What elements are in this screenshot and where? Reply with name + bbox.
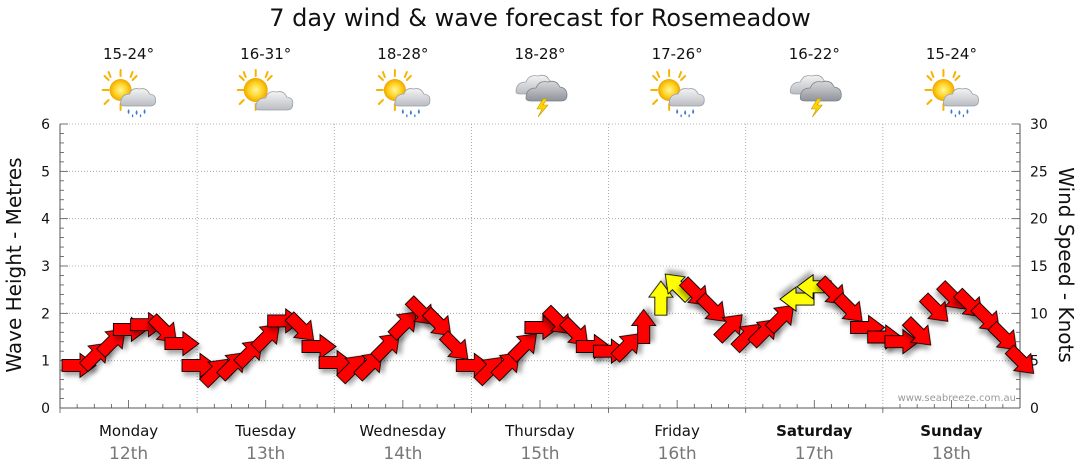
day-date-label: 12th <box>109 444 148 464</box>
day-date-label: 14th <box>383 444 422 464</box>
wind-arrow <box>833 292 863 322</box>
right-tick-label: 30 <box>1030 117 1048 133</box>
weather-icons: 15-24° 16-31° 18-28° 18-28° 17-26° 16-22° 15-2… <box>101 45 980 118</box>
wind-arrow <box>250 323 280 354</box>
temperature-label: 16-22° <box>789 45 840 63</box>
temperature-label: 18-28° <box>514 45 565 63</box>
right-tick-label: 25 <box>1030 164 1048 180</box>
left-tick-label: 1 <box>41 354 50 370</box>
left-tick-label: 6 <box>41 117 50 133</box>
wind-arrow <box>438 330 469 360</box>
sun-cloud-rain-icon <box>375 69 431 118</box>
day-date-label: 17th <box>795 444 834 464</box>
wind-arrow <box>713 314 743 344</box>
wind-arrow <box>164 330 200 357</box>
right-tick-label: 15 <box>1030 259 1048 275</box>
day-name-label: Saturday <box>776 422 853 440</box>
day-name-label: Friday <box>654 422 700 440</box>
wind-arrow <box>1004 344 1035 374</box>
wind-arrow <box>370 333 400 363</box>
wind-arrow <box>630 308 657 344</box>
sun-cloud-rain-icon <box>924 69 980 118</box>
wind-arrow <box>987 320 1017 351</box>
right-axis-title: Wind Speed - Knots <box>1054 167 1078 363</box>
sun-cloud-rain-icon <box>101 69 157 118</box>
temperature-label: 15-24° <box>103 45 154 63</box>
right-tick-label: 20 <box>1030 212 1048 228</box>
day-date-label: 18th <box>932 444 971 464</box>
day-date-label: 16th <box>658 444 697 464</box>
wind-arrow <box>490 352 520 382</box>
sun-cloud-rain-icon <box>650 69 706 118</box>
temperature-label: 18-28° <box>377 45 428 63</box>
right-tick-label: 10 <box>1030 306 1048 322</box>
left-tick-label: 5 <box>41 164 50 180</box>
storm-cloud-icon <box>789 74 842 118</box>
wind-arrow <box>284 311 315 341</box>
wind-arrow <box>421 306 452 337</box>
left-tick-label: 2 <box>41 306 50 322</box>
left-axis-title: Wave Height - Metres <box>2 157 26 372</box>
left-tick-label: 4 <box>41 212 50 228</box>
chart-title: 7 day wind & wave forecast for Rosemeado… <box>269 4 811 32</box>
wind-arrow <box>764 304 795 335</box>
wind-arrow <box>884 328 920 355</box>
wind-arrow <box>901 316 932 346</box>
temperature-label: 17-26° <box>652 45 703 63</box>
day-name-label: Wednesday <box>359 422 446 440</box>
temperature-label: 15-24° <box>926 45 977 63</box>
left-tick-label: 0 <box>41 401 50 417</box>
wind-arrow <box>507 333 537 363</box>
axes: 0 1 2 3 4 5 6 0 5 10 15 20 25 30 <box>41 117 1048 417</box>
day-name-label: Sunday <box>920 422 983 440</box>
temperature-label: 16-31° <box>240 45 291 63</box>
day-date-label: 13th <box>246 444 285 464</box>
day-date-label: 15th <box>520 444 559 464</box>
right-tick-label: 5 <box>1030 354 1039 370</box>
left-tick-label: 3 <box>41 259 50 275</box>
day-name-label: Tuesday <box>234 422 296 440</box>
right-tick-label: 0 <box>1030 401 1039 417</box>
wind-arrows <box>61 273 1035 389</box>
day-name-label: Thursday <box>504 422 575 440</box>
wind-arrow <box>648 280 674 316</box>
wind-arrow <box>696 292 726 322</box>
day-name-label: Monday <box>99 422 158 440</box>
watermark: www.seabreeze.com.au <box>898 393 1016 404</box>
day-labels: Monday 12th Tuesday 13th Wednesday 14th Thursd… <box>99 422 983 464</box>
wind-arrow <box>918 292 949 322</box>
wind-arrow <box>301 333 337 360</box>
wind-arrow <box>96 328 126 358</box>
sun-cloud-icon <box>236 69 294 111</box>
storm-cloud-icon <box>515 74 568 118</box>
wind-arrow <box>353 352 383 382</box>
